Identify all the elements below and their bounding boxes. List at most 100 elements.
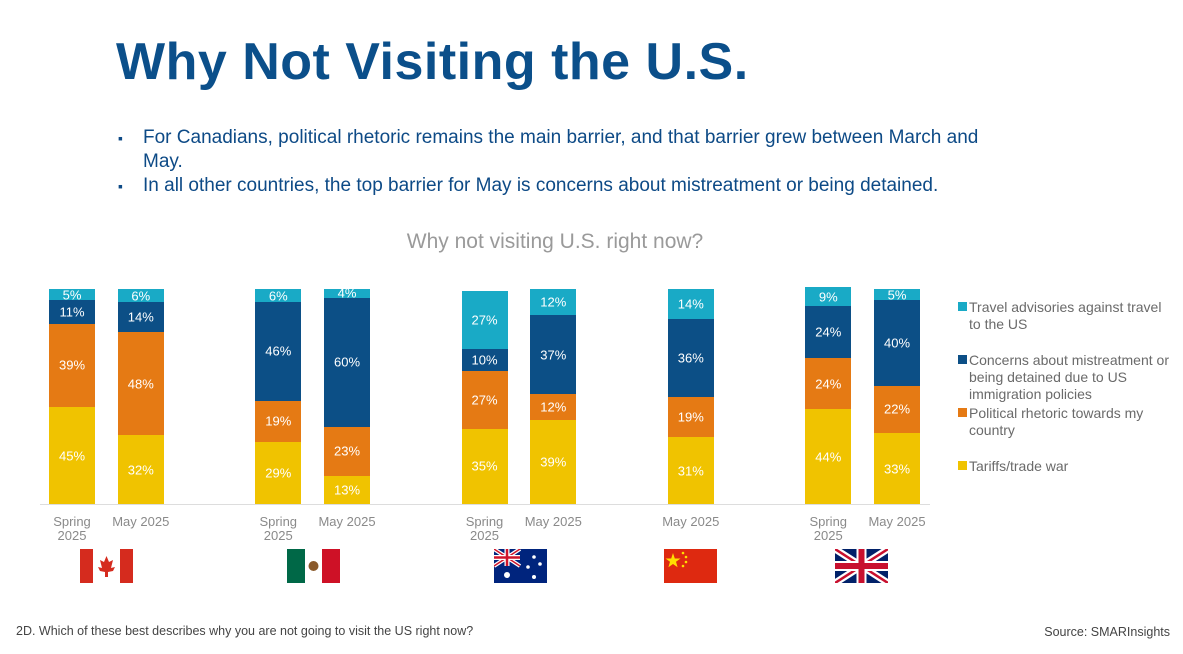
value-label: 5% bbox=[62, 287, 82, 303]
x-tick-label: Spring 2025 bbox=[465, 514, 504, 543]
value-label: 6% bbox=[268, 288, 288, 304]
bar bbox=[117, 289, 164, 303]
bar bbox=[49, 289, 95, 300]
value-label: 12% bbox=[540, 399, 567, 415]
legend-swatch bbox=[958, 355, 967, 364]
flag-mexico bbox=[287, 549, 340, 583]
value-label: 14% bbox=[127, 309, 154, 325]
value-label: 9% bbox=[818, 289, 838, 305]
bar bbox=[324, 289, 370, 298]
bar bbox=[255, 289, 302, 303]
value-label: 11% bbox=[59, 304, 85, 320]
value-label: 22% bbox=[883, 401, 911, 417]
value-label: 31% bbox=[677, 463, 704, 479]
value-label: 35% bbox=[471, 458, 498, 474]
bar bbox=[117, 435, 164, 504]
x-tick-label: May 2025 bbox=[868, 514, 926, 529]
legend-swatch bbox=[958, 408, 967, 417]
bar bbox=[255, 302, 302, 401]
value-label: 23% bbox=[333, 443, 361, 459]
bar bbox=[874, 433, 920, 504]
value-label: 37% bbox=[540, 347, 567, 363]
value-label: 44% bbox=[815, 449, 842, 465]
bar bbox=[324, 426, 370, 477]
bar bbox=[461, 291, 508, 350]
bar bbox=[667, 437, 714, 504]
x-tick-label: Spring 2025 bbox=[53, 514, 91, 543]
value-label: 10% bbox=[471, 352, 498, 368]
legend-swatch bbox=[958, 302, 967, 311]
value-label: 13% bbox=[333, 482, 361, 498]
bar bbox=[530, 289, 577, 315]
value-label: 60% bbox=[333, 354, 361, 370]
slide-title: Why Not Visiting the U.S. bbox=[116, 33, 749, 91]
value-label: 39% bbox=[58, 357, 86, 373]
bar bbox=[805, 287, 852, 307]
value-label: 45% bbox=[58, 448, 86, 464]
value-label: 4% bbox=[337, 285, 357, 301]
x-tick-label: May 2025 bbox=[662, 514, 720, 529]
value-label: 33% bbox=[883, 461, 911, 477]
value-label: 14% bbox=[677, 296, 704, 312]
value-label: 19% bbox=[265, 413, 292, 429]
legend-label: Travel advisories against travel to the … bbox=[969, 299, 1162, 332]
bar bbox=[667, 319, 714, 397]
bar bbox=[461, 349, 508, 371]
value-label: 36% bbox=[677, 350, 704, 366]
bar bbox=[324, 476, 370, 504]
footnote: 2D. Which of these best describes why yo… bbox=[16, 624, 474, 638]
x-tick-label: May 2025 bbox=[112, 514, 170, 529]
legend-swatch bbox=[958, 461, 967, 470]
bar bbox=[461, 428, 508, 504]
legend-label: Concerns about mistreatment or being det… bbox=[969, 352, 1169, 402]
value-label: 12% bbox=[540, 294, 567, 310]
x-tick-label: May 2025 bbox=[318, 514, 376, 529]
bar bbox=[461, 370, 508, 429]
x-tick-label: Spring 2025 bbox=[259, 514, 298, 543]
bar bbox=[530, 420, 577, 504]
value-label: 48% bbox=[127, 376, 154, 392]
x-tick-label: May 2025 bbox=[524, 514, 582, 529]
value-label: 29% bbox=[265, 465, 292, 481]
flag-canada bbox=[80, 549, 133, 583]
bar bbox=[49, 299, 95, 324]
flag-uk bbox=[835, 549, 888, 583]
legend-label: Tariffs/trade war bbox=[969, 458, 1069, 474]
baseline bbox=[40, 504, 930, 505]
bar bbox=[49, 323, 95, 408]
bar bbox=[530, 394, 577, 421]
value-label: 24% bbox=[815, 324, 842, 340]
value-label: 46% bbox=[265, 343, 292, 359]
bar bbox=[255, 441, 302, 504]
value-label: 19% bbox=[677, 409, 704, 425]
source: Source: SMARInsights bbox=[1044, 625, 1170, 639]
bar bbox=[874, 289, 920, 300]
bar bbox=[49, 407, 95, 504]
bar bbox=[805, 409, 852, 504]
bar bbox=[255, 400, 302, 442]
value-label: 6% bbox=[131, 288, 151, 304]
legend-label: Political rhetoric towards my country bbox=[969, 405, 1144, 438]
flag-china bbox=[664, 549, 717, 583]
bar bbox=[667, 289, 714, 320]
bar bbox=[324, 297, 370, 427]
flag-australia bbox=[494, 549, 547, 583]
bar bbox=[117, 302, 164, 333]
value-label: 39% bbox=[540, 454, 567, 470]
x-tick-label: Spring 2025 bbox=[809, 514, 848, 543]
bar bbox=[805, 306, 852, 358]
bullet: In all other countries, the top barrier … bbox=[118, 174, 993, 198]
bar bbox=[874, 299, 920, 386]
value-label: 32% bbox=[127, 462, 154, 478]
bar bbox=[805, 357, 852, 410]
value-label: 24% bbox=[815, 376, 842, 392]
bullet: For Canadians, political rhetoric remain… bbox=[118, 126, 993, 174]
bar bbox=[530, 314, 577, 395]
value-label: 27% bbox=[471, 312, 498, 328]
bar bbox=[117, 332, 164, 436]
chart-title: Why not visiting U.S. right now? bbox=[406, 230, 704, 253]
value-label: 5% bbox=[887, 287, 907, 303]
bar bbox=[667, 396, 714, 438]
